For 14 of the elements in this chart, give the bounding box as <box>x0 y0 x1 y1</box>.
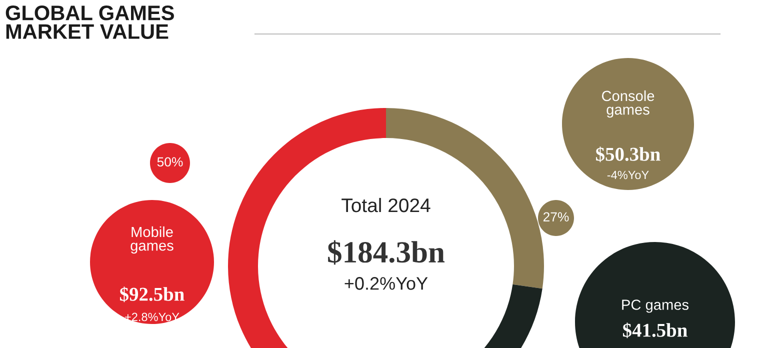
text: -4%YoY <box>607 170 649 180</box>
text: Total 2024 <box>342 198 430 212</box>
text: 27% <box>543 212 569 222</box>
text: +2.8%YoY <box>125 312 180 322</box>
slice-label: Console games <box>602 90 654 118</box>
chart-title: GLOBAL GAMES MARKET VALUE <box>6 6 174 39</box>
data-label: $50.3bn <box>596 146 660 162</box>
data-label: $92.5bn <box>120 286 184 302</box>
text: $184.3bn <box>328 240 445 265</box>
slice-label: Mobile games <box>130 226 174 254</box>
text: 50% <box>157 157 183 167</box>
text: +0.2%YoY <box>344 277 428 290</box>
slice-label: PC games <box>622 300 689 313</box>
data-label: $41.5bn <box>623 322 688 338</box>
